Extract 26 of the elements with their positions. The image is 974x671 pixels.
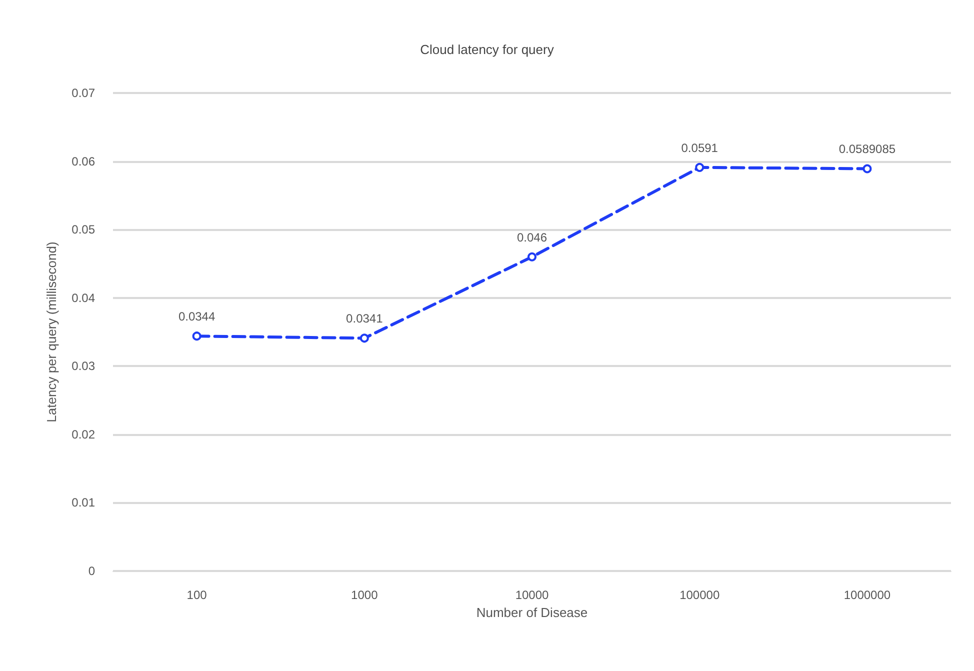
y-tick-label: 0.06 (72, 154, 96, 168)
point (695, 162, 704, 172)
x-tick-label: 100 (186, 588, 208, 602)
x-tick-label: 10000 (515, 588, 550, 602)
y-tick-label: 0.03 (72, 359, 96, 374)
data-label: 0.046 (516, 230, 548, 244)
y-tick-label: 0.02 (72, 427, 96, 442)
data-label: 0.0591 (681, 140, 718, 155)
x-axis-title: Number of Disease (476, 604, 588, 620)
y-tick-label: 0.01 (72, 496, 96, 510)
point (528, 252, 536, 262)
y-tick-label: 0.05 (72, 222, 96, 237)
y-tick-label: 0.04 (72, 290, 96, 305)
data-label: 0.0589085 (838, 142, 896, 156)
x-tick-label: 1000 (351, 588, 378, 602)
point (862, 164, 872, 174)
point (192, 332, 202, 341)
y-axis-title: Latency per query (millisecond) (44, 242, 59, 422)
point (360, 334, 369, 343)
data-label: 0.0341 (346, 312, 384, 326)
data-label: 0.0344 (178, 310, 216, 324)
y-tick-label: 0.07 (72, 86, 96, 100)
chart-title: Cloud latency for query (420, 42, 554, 57)
x-tick-label: 100000 (680, 588, 720, 602)
x-tick-label: 1000000 (844, 588, 891, 602)
y-tick-label: 0 (88, 564, 96, 578)
